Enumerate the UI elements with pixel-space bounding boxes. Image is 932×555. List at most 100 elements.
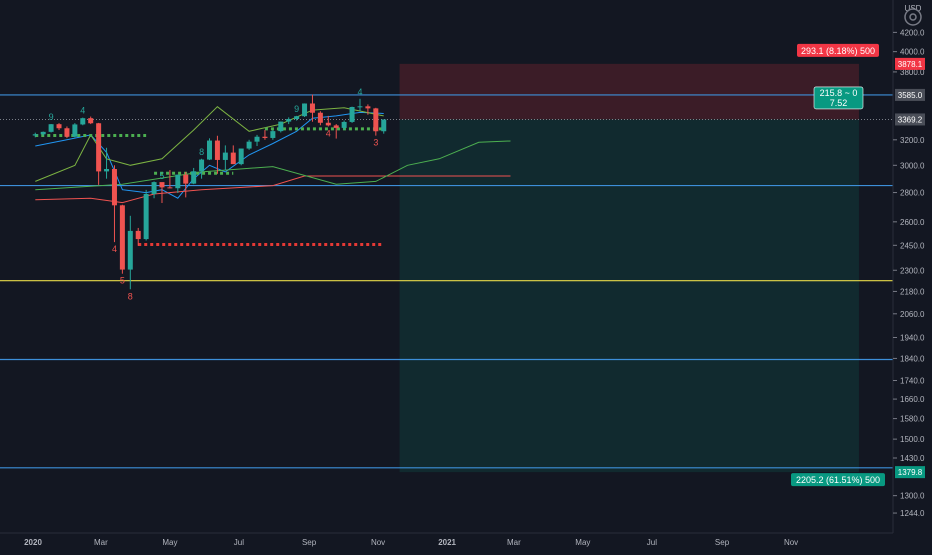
td-count-bear: 4	[112, 244, 117, 254]
price-badge-label: 1379.8	[898, 468, 923, 477]
candle-body	[309, 103, 315, 113]
candle-body	[357, 106, 363, 108]
candle-body	[373, 108, 379, 132]
price-badge	[895, 88, 925, 101]
x-tick-label: Mar	[507, 538, 521, 547]
candle-body	[230, 152, 236, 165]
x-tick-label: Mar	[94, 538, 108, 547]
x-tick-label: Sep	[302, 538, 317, 547]
y-tick-label: 2180.0	[900, 287, 925, 296]
candle-body	[151, 182, 157, 194]
indicator-line-4	[35, 140, 511, 191]
td-count-bull: 8	[199, 147, 204, 157]
x-tick-label: Nov	[784, 538, 798, 547]
y-tick-label: 1430.0	[900, 454, 925, 463]
price-badge	[895, 57, 925, 70]
td-count-bull: 5	[159, 171, 164, 181]
candle-body	[80, 118, 86, 125]
x-tick-label: 2020	[24, 538, 42, 547]
y-tick-label: 1580.0	[900, 415, 925, 424]
x-tick-label: Jul	[234, 538, 244, 547]
target-label: 2205.2 (61.51%) 500	[796, 475, 880, 485]
candle-body	[238, 148, 244, 165]
ratio-label-box	[813, 86, 864, 110]
y-tick-label: 2060.0	[900, 310, 925, 319]
candle-body	[222, 152, 228, 160]
indicator-line-3	[35, 175, 511, 204]
candle-body	[270, 131, 276, 138]
ratio-label-line-2: 7.52	[830, 98, 848, 108]
td-count-bear: 4	[326, 128, 331, 138]
candle-body	[119, 205, 125, 270]
candle-body	[246, 141, 252, 149]
candle-body	[127, 230, 133, 270]
stop-label-box	[797, 43, 879, 57]
candle-body	[254, 136, 260, 142]
y-tick-label: 1940.0	[900, 334, 925, 343]
td-count-bear: 8	[128, 291, 133, 301]
candle-body	[207, 140, 213, 160]
x-tick-label: Nov	[371, 538, 385, 547]
candle-body	[381, 119, 387, 132]
candle-body	[32, 134, 38, 136]
y-tick-label: 2800.0	[900, 189, 925, 198]
x-tick-label: Sep	[715, 538, 730, 547]
candle-body	[199, 159, 205, 172]
x-tick-label: May	[575, 538, 590, 547]
candle-body	[167, 187, 173, 189]
gear-icon[interactable]	[900, 4, 926, 30]
candle-body	[294, 116, 300, 120]
price-badge-label: 3878.1	[898, 60, 923, 69]
candle-body	[135, 230, 141, 240]
y-tick-label: 4000.0	[900, 48, 925, 57]
candle-body	[349, 107, 355, 122]
y-tick-label: 2450.0	[900, 241, 925, 250]
y-tick-label: 1500.0	[900, 435, 925, 444]
td-count-bull: 4	[357, 87, 362, 97]
td-count-bull: 9	[294, 104, 299, 114]
y-tick-label: 1300.0	[900, 492, 925, 501]
y-tick-label: 1244.0	[900, 509, 925, 518]
candle-body	[341, 121, 347, 128]
y-tick-label: 2600.0	[900, 218, 925, 227]
candle-body	[143, 193, 149, 240]
candle-body	[96, 123, 102, 172]
y-tick-label: 3200.0	[900, 136, 925, 145]
candle-body	[40, 131, 46, 135]
candle-body	[104, 169, 110, 172]
candle-body	[333, 125, 339, 128]
td-count-bull: 9	[49, 112, 54, 122]
candle-body	[111, 169, 117, 206]
td-count-bear: 5	[120, 276, 125, 286]
x-tick-label: May	[162, 538, 177, 547]
candle-body	[72, 124, 78, 137]
candle-body	[88, 118, 94, 124]
stop-label: 293.1 (8.18%) 500	[801, 46, 875, 56]
candle-body	[302, 103, 308, 117]
candle-body	[48, 124, 54, 132]
x-tick-label: Jul	[647, 538, 657, 547]
y-tick-label: 3000.0	[900, 161, 925, 170]
candle-body	[325, 122, 331, 126]
candle-body	[191, 171, 197, 184]
candle-body	[183, 174, 189, 184]
y-tick-label: 1840.0	[900, 354, 925, 363]
candle-body	[214, 140, 220, 160]
td-count-bull: 4	[80, 106, 85, 116]
price-badge-label: 3585.0	[898, 91, 923, 100]
candle-body	[278, 121, 284, 132]
y-tick-label: 1740.0	[900, 376, 925, 385]
candle-body	[175, 174, 181, 189]
candle-body	[262, 136, 268, 138]
price-badge	[895, 466, 925, 479]
x-tick-label: 2021	[438, 538, 456, 547]
candle-body	[286, 119, 292, 122]
candle-body	[56, 124, 62, 129]
candle-body	[365, 106, 371, 109]
y-tick-label: 1660.0	[900, 395, 925, 404]
price-badge-label: 3369.2	[898, 115, 923, 124]
price-badge	[895, 113, 925, 126]
